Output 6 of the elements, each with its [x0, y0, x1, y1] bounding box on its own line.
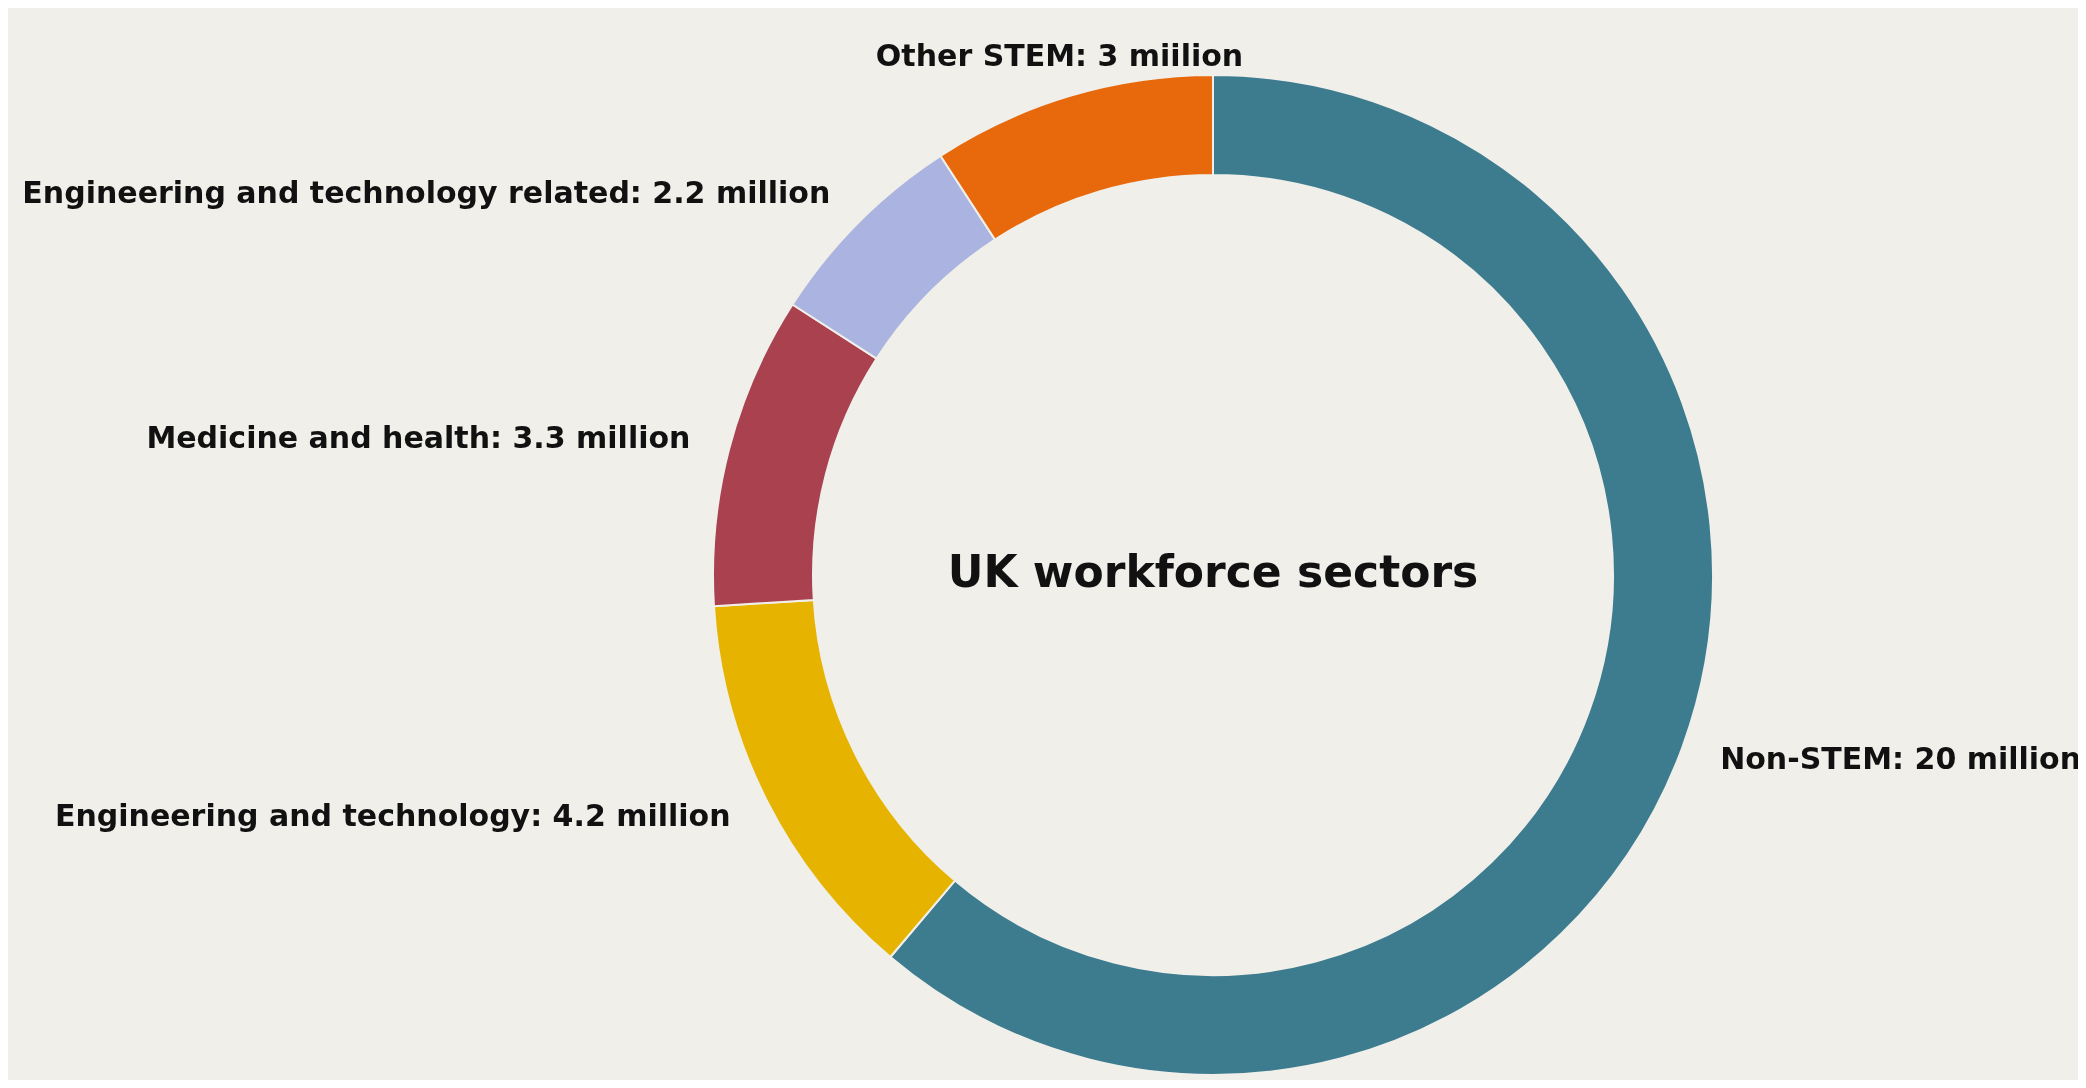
slice-label: Other STEM: 3 miilion [875, 37, 1244, 73]
slice-label: Engineering and technology related: 2.2 million [22, 174, 831, 210]
text: UK workforce sectors [947, 546, 1479, 597]
slice-label: Medicine and health: 3.3 million [146, 419, 691, 455]
slice-label: Non-STEM: 20 million [1720, 741, 2082, 776]
slice-label: Engineering and technology: 4.2 million [54, 798, 731, 834]
